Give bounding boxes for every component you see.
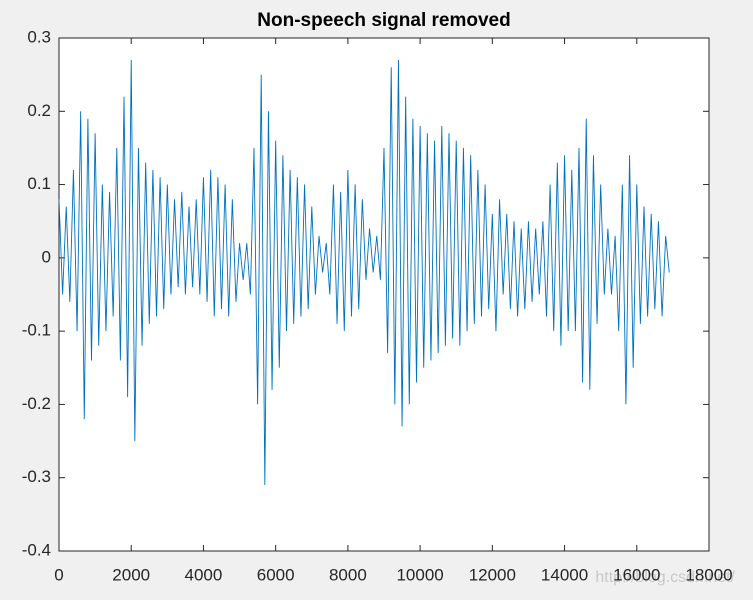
y-tick-label: -0.3 — [22, 467, 51, 486]
y-tick-label: 0.2 — [27, 101, 51, 120]
y-tick-label: -0.4 — [22, 540, 51, 559]
x-tick-label: 8000 — [329, 565, 367, 584]
x-tick-label: 2000 — [112, 565, 150, 584]
signal-line — [58, 59, 670, 486]
x-tick-label: 0 — [54, 565, 63, 584]
x-tick-label: 16000 — [613, 565, 660, 584]
x-tick-label: 18000 — [685, 565, 732, 584]
y-tick-label: -0.1 — [22, 321, 51, 340]
x-tick-label: 4000 — [185, 565, 223, 584]
y-tick-label: 0.1 — [27, 174, 51, 193]
plot-area — [58, 37, 710, 552]
watermark: http://blog.csdn.net/ — [595, 569, 735, 586]
x-tick-label: 14000 — [541, 565, 588, 584]
y-tick-label: 0 — [42, 247, 51, 266]
y-tick-label: -0.2 — [22, 394, 51, 413]
x-tick-label: 12000 — [469, 565, 516, 584]
y-tick-label: 0.3 — [27, 27, 51, 46]
chart-title: Non-speech signal removed — [257, 10, 510, 31]
x-tick-label: 6000 — [257, 565, 295, 584]
x-tick-label: 10000 — [396, 565, 443, 584]
